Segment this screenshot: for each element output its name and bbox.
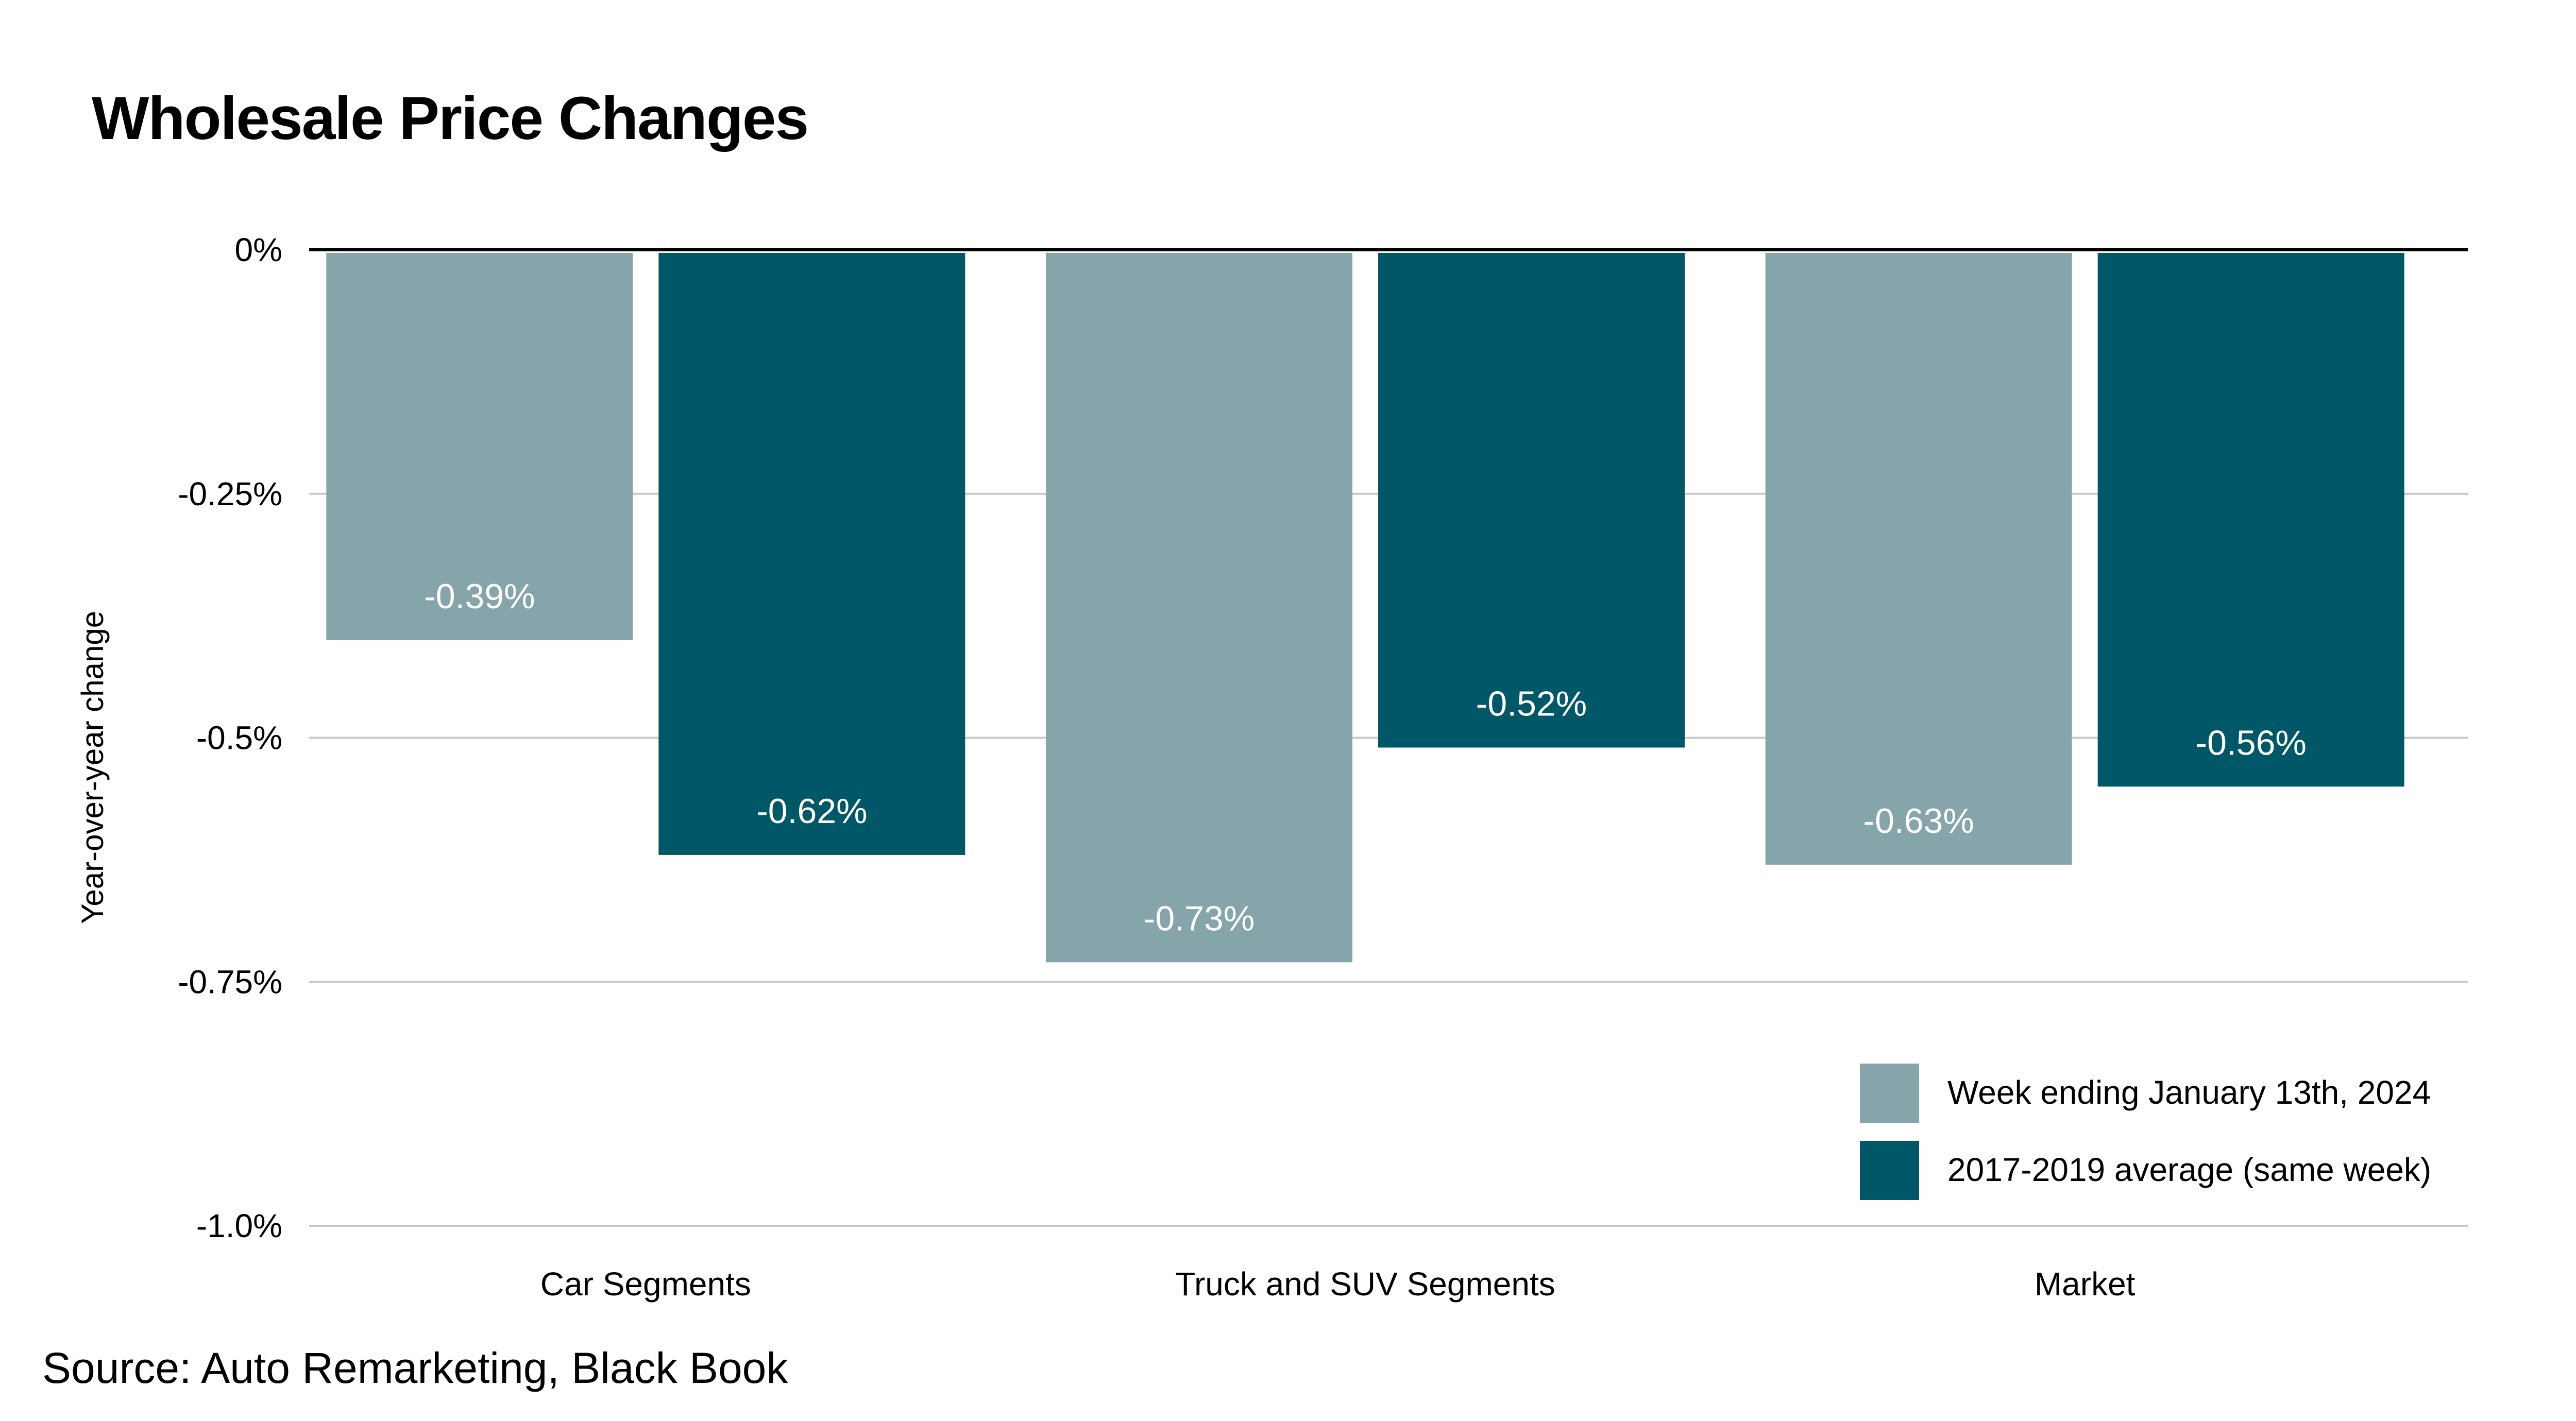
y-axis-label: Year-over-year change bbox=[75, 611, 110, 924]
y-tick-label: -0.75% bbox=[178, 963, 282, 1000]
data-label: -0.52% bbox=[1476, 684, 1587, 723]
source-note: Source: Auto Remarketing, Black Book bbox=[42, 1344, 788, 1392]
x-axis-categories: Car Segments Truck and SUV Segments Market bbox=[540, 1265, 2136, 1303]
legend: Week ending January 13th, 2024 2017-2019 … bbox=[1860, 1064, 2431, 1200]
bar-average-1 bbox=[1378, 253, 1685, 748]
legend-swatch bbox=[1860, 1141, 1919, 1200]
y-tick-label: -0.25% bbox=[178, 475, 282, 512]
bar-average-2 bbox=[2097, 253, 2404, 787]
bar-week-1 bbox=[1046, 253, 1352, 963]
x-category-label: Truck and SUV Segments bbox=[1175, 1265, 1555, 1303]
bars bbox=[326, 253, 2404, 963]
data-label: -0.63% bbox=[1863, 801, 1974, 841]
bar-average-0 bbox=[658, 253, 965, 855]
data-labels: -0.39% -0.62% -0.73% -0.52% -0.63% -0.56% bbox=[424, 577, 2307, 938]
x-category-label: Market bbox=[2035, 1265, 2136, 1303]
y-tick-label: 0% bbox=[235, 231, 283, 268]
bar-week-2 bbox=[1765, 253, 2072, 865]
data-label: -0.39% bbox=[424, 577, 535, 616]
data-label: -0.56% bbox=[2195, 723, 2306, 762]
bar-week-0 bbox=[326, 253, 633, 640]
legend-label: Week ending January 13th, 2024 bbox=[1947, 1074, 2431, 1111]
legend-label: 2017-2019 average (same week) bbox=[1947, 1151, 2431, 1188]
y-tick-label: -1.0% bbox=[196, 1207, 282, 1244]
legend-swatch bbox=[1860, 1064, 1919, 1123]
y-tick-label: -0.5% bbox=[196, 720, 282, 757]
chart-title: Wholesale Price Changes bbox=[92, 84, 808, 152]
x-category-label: Car Segments bbox=[540, 1265, 751, 1303]
data-label: -0.62% bbox=[756, 792, 867, 831]
y-axis-ticks: 0% -0.25% -0.5% -0.75% -1.0% bbox=[178, 231, 282, 1244]
data-label: -0.73% bbox=[1144, 899, 1255, 938]
